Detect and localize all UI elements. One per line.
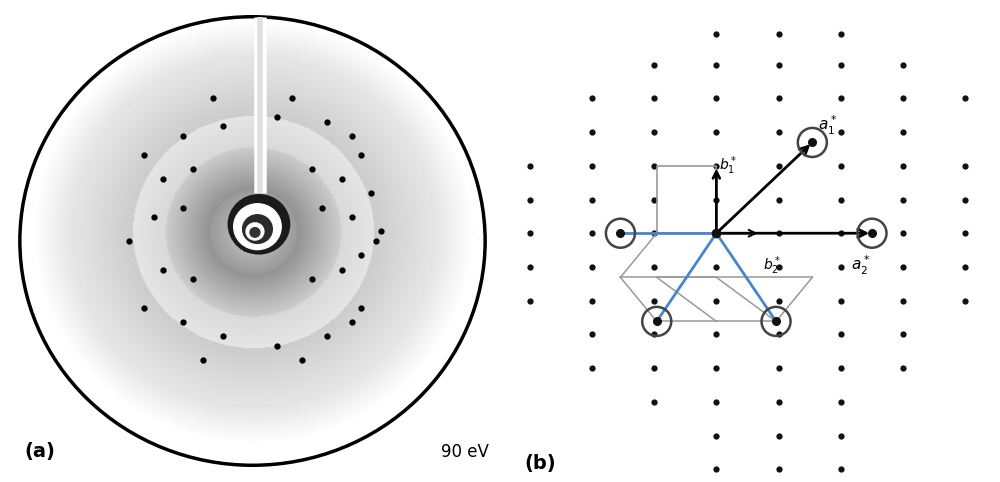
Bar bbox=[657, 166, 716, 233]
Text: (a): (a) bbox=[25, 442, 56, 460]
Text: $b_2^*$: $b_2^*$ bbox=[763, 254, 781, 277]
Text: 90 eV: 90 eV bbox=[441, 442, 488, 460]
Text: (b): (b) bbox=[524, 454, 556, 473]
Text: $b_1^*$: $b_1^*$ bbox=[719, 155, 737, 177]
Circle shape bbox=[234, 204, 281, 250]
Circle shape bbox=[246, 223, 264, 240]
Circle shape bbox=[250, 228, 260, 237]
Text: $a_1^*$: $a_1^*$ bbox=[818, 114, 837, 137]
Circle shape bbox=[228, 195, 290, 254]
Text: $a_2^*$: $a_2^*$ bbox=[851, 254, 870, 277]
Circle shape bbox=[243, 215, 272, 243]
